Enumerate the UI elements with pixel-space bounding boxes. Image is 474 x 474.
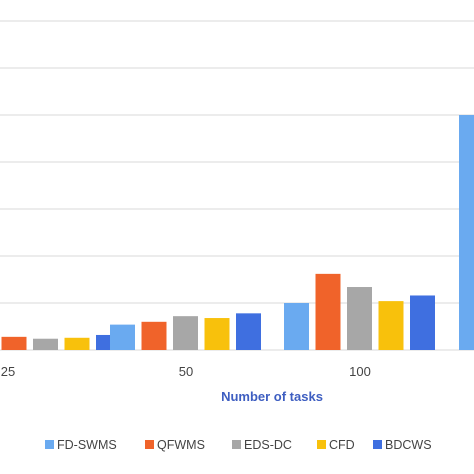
bar-fd-swms <box>459 115 474 350</box>
legend-item-eds-dc: EDS-DC <box>232 438 292 452</box>
bar-bdcws <box>236 313 261 350</box>
legend-swatch <box>232 440 241 449</box>
bar-eds-dc <box>33 338 58 350</box>
gridlines <box>0 20 474 351</box>
legend-item-fd-swms: FD-SWMS <box>45 438 117 452</box>
legend-label: EDS-DC <box>244 438 292 452</box>
bar-qfwms <box>1 336 27 350</box>
bar-cfd <box>204 318 230 350</box>
x-axis-title: Number of tasks <box>221 389 323 404</box>
legend-label: FD-SWMS <box>57 438 117 452</box>
bar-qfwms <box>315 273 341 350</box>
x-tick-label: 25 <box>1 364 15 379</box>
legend-swatch <box>145 440 154 449</box>
legend-swatch <box>45 440 54 449</box>
bar-qfwms <box>141 321 167 350</box>
legend-label: QFWMS <box>157 438 205 452</box>
legend-swatch <box>373 440 382 449</box>
legend-item-bdcws: BDCWS <box>373 438 432 452</box>
bar-fd-swms <box>110 324 135 350</box>
bar-eds-dc <box>173 316 198 350</box>
legend-label: BDCWS <box>385 438 432 452</box>
x-tick-label: 100 <box>349 364 371 379</box>
bar-bdcws <box>410 295 435 350</box>
bar-eds-dc <box>347 287 372 350</box>
legend: FD-SWMS QFWMS EDS-DC CFD BDCWS <box>45 438 432 452</box>
legend-item-cfd: CFD <box>317 438 355 452</box>
bars <box>1 115 474 350</box>
x-tick-label: 50 <box>179 364 193 379</box>
legend-item-qfwms: QFWMS <box>145 438 205 452</box>
x-tick-labels: 25 50 100 <box>1 364 371 379</box>
legend-swatch <box>317 440 326 449</box>
bar-fd-swms <box>284 303 309 350</box>
legend-label: CFD <box>329 438 355 452</box>
bar-cfd <box>378 301 404 350</box>
bar-cfd <box>64 337 90 350</box>
